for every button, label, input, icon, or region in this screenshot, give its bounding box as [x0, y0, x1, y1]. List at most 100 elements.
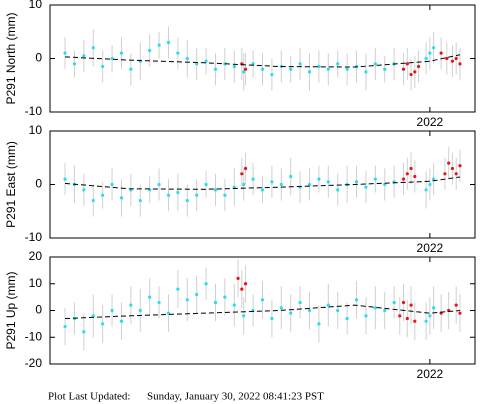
data-point	[345, 316, 349, 321]
data-point	[251, 62, 255, 66]
y-tick-label: 10	[29, 0, 43, 11]
x-tick-label: 2022	[417, 115, 444, 129]
data-point	[454, 303, 458, 307]
trend-line	[65, 54, 461, 68]
data-point	[373, 62, 377, 66]
data-point	[447, 161, 451, 165]
data-point	[289, 311, 293, 315]
data-point	[326, 180, 330, 184]
data-point	[242, 70, 246, 74]
data-point	[405, 172, 409, 176]
data-point	[101, 322, 105, 326]
data-point	[454, 56, 458, 61]
data-point	[195, 62, 199, 66]
data-point	[428, 182, 432, 187]
data-point	[223, 295, 227, 299]
data-point	[232, 303, 236, 307]
data-point	[443, 172, 447, 176]
data-point	[91, 198, 95, 203]
data-point	[101, 193, 105, 197]
data-point	[157, 43, 161, 47]
data-point	[129, 67, 133, 71]
data-point	[307, 70, 312, 74]
data-point	[307, 308, 312, 313]
y-axis-title: P291 North (mm)	[4, 12, 18, 104]
data-point	[364, 70, 368, 74]
data-point	[279, 182, 283, 187]
data-point	[289, 67, 293, 71]
data-point	[242, 314, 246, 318]
data-point	[432, 177, 436, 181]
data-point	[409, 72, 413, 77]
data-point	[428, 51, 432, 55]
data-point	[185, 298, 189, 302]
data-point	[251, 177, 255, 181]
data-point	[405, 62, 409, 66]
data-point	[409, 166, 413, 171]
data-point	[401, 67, 406, 71]
data-point	[243, 282, 248, 286]
data-point	[63, 51, 67, 55]
data-point	[213, 188, 218, 192]
y-tick-label: 10	[29, 123, 43, 137]
data-point	[336, 188, 340, 192]
data-point	[364, 314, 368, 318]
data-point	[157, 182, 161, 187]
data-point	[439, 51, 443, 55]
data-point	[101, 64, 105, 69]
data-point	[289, 174, 293, 179]
data-point	[260, 298, 265, 302]
data-point	[345, 67, 349, 71]
footer-timestamp: Sunday, January 30, 2022 08:41:23 PST	[147, 391, 324, 403]
y-tick-label: -10	[25, 104, 43, 118]
data-point	[307, 182, 312, 187]
y-axis-title: P291 Up (mm)	[4, 271, 18, 349]
data-point	[240, 172, 244, 176]
y-tick-label: 0	[35, 177, 42, 191]
data-point	[270, 316, 274, 321]
data-point	[413, 70, 417, 74]
data-point	[409, 303, 413, 307]
data-point	[185, 56, 189, 61]
data-point	[63, 177, 67, 181]
data-point	[82, 188, 86, 192]
data-point	[243, 67, 248, 71]
x-tick-label: 2022	[417, 367, 444, 381]
data-point	[432, 306, 436, 310]
data-point	[195, 193, 199, 197]
data-point	[166, 40, 171, 45]
data-point	[138, 198, 142, 203]
data-point	[383, 182, 387, 187]
data-point	[317, 64, 321, 69]
y-tick-label: 0	[35, 303, 42, 317]
data-point	[110, 308, 114, 313]
y-tick-label: -20	[25, 356, 43, 370]
data-point	[326, 303, 330, 307]
data-point	[383, 67, 387, 71]
data-point	[176, 190, 180, 195]
data-point	[336, 62, 340, 66]
data-point	[383, 308, 387, 313]
data-point	[424, 319, 428, 323]
data-point	[204, 282, 208, 286]
data-point	[157, 300, 161, 305]
data-point	[279, 306, 283, 310]
data-point	[166, 193, 171, 197]
data-point	[119, 319, 124, 323]
data-point	[232, 64, 236, 69]
y-tick-label: 0	[35, 51, 42, 65]
data-point	[243, 166, 248, 171]
data-point	[401, 177, 406, 181]
data-point	[270, 72, 274, 77]
data-point	[428, 314, 432, 318]
data-point	[148, 48, 152, 53]
data-point	[424, 56, 428, 61]
data-point	[91, 314, 95, 318]
y-tick-label: 20	[29, 249, 43, 263]
data-point	[445, 56, 449, 61]
data-point	[213, 67, 218, 71]
data-point	[354, 180, 359, 184]
data-point	[110, 56, 114, 61]
data-point	[213, 300, 218, 305]
